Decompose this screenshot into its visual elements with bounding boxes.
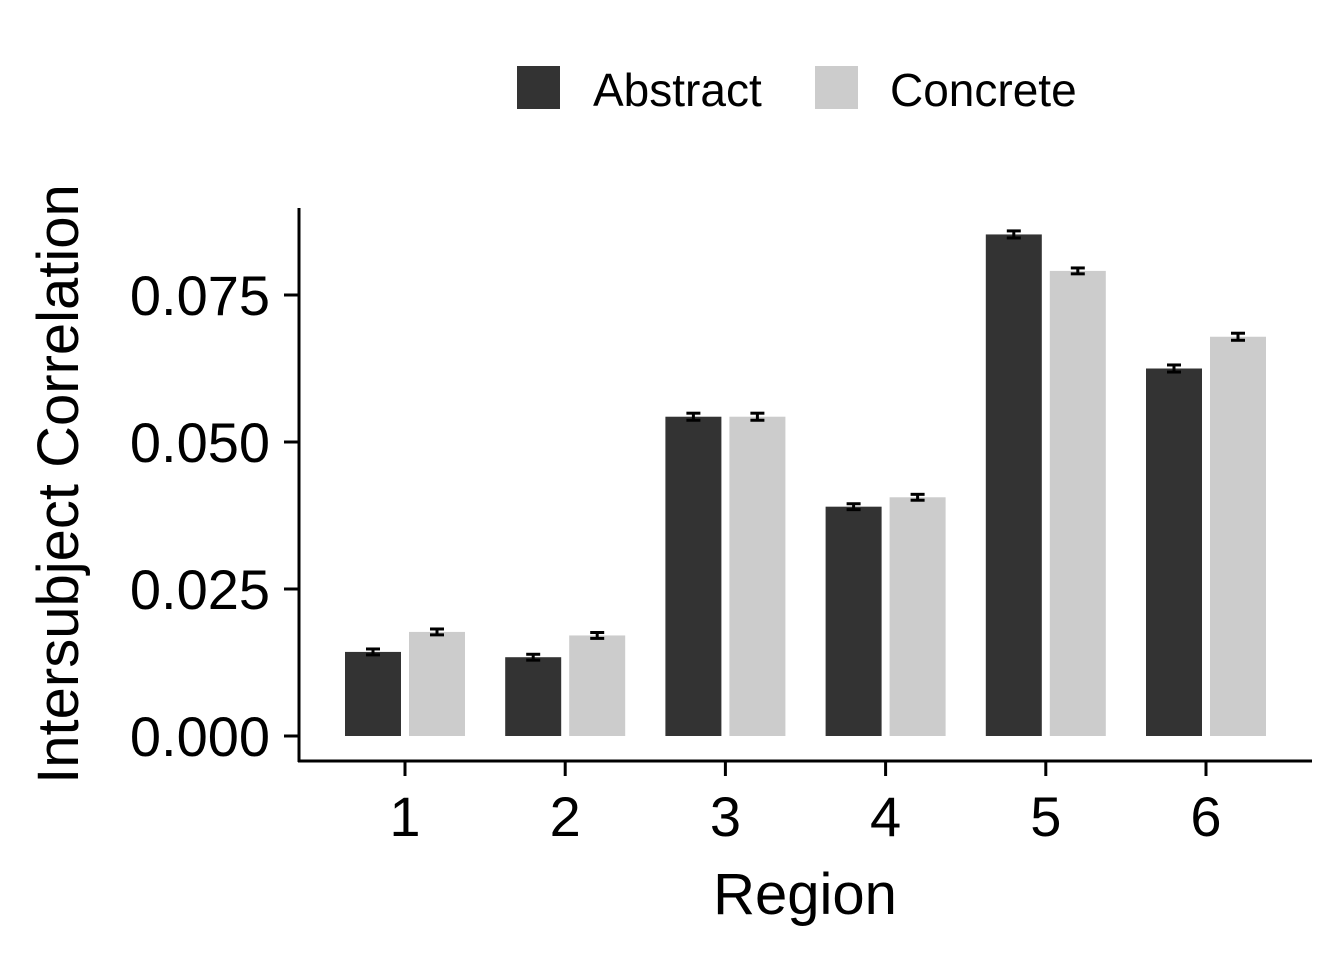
error-bar-concrete-region-1: [430, 627, 444, 637]
bar-abstract-region-1: [345, 651, 401, 736]
x-tick-label: 2: [550, 785, 581, 848]
bar-abstract-region-4: [825, 506, 882, 736]
bar-concrete-region-6: [1210, 336, 1266, 736]
legend-label-concrete: Concrete: [890, 64, 1077, 116]
legend-swatch-concrete: [815, 66, 858, 109]
bar-abstract-region-2: [505, 657, 562, 736]
error-bar-abstract-region-2: [526, 652, 541, 662]
error-bar-concrete-region-4: [910, 492, 925, 502]
bar-concrete-region-4: [889, 497, 946, 736]
bar-concrete-region-2: [569, 635, 626, 736]
error-bar-abstract-region-1: [366, 647, 380, 657]
y-tick-label: 0.050: [130, 411, 270, 474]
error-bar-concrete-region-5: [1070, 266, 1085, 276]
error-bar-abstract-region-4: [846, 502, 861, 512]
error-bar-concrete-region-6: [1231, 331, 1245, 342]
bar-abstract-region-6: [1146, 368, 1202, 736]
x-tick-label: 4: [870, 785, 901, 848]
plot-area: [345, 229, 1266, 736]
bar-concrete-region-5: [1049, 270, 1106, 736]
legend-label-abstract: Abstract: [593, 64, 762, 116]
bar-abstract-region-5: [985, 234, 1042, 736]
x-tick-label: 5: [1030, 785, 1061, 848]
legend-swatch-abstract: [517, 66, 560, 109]
x-tick-label: 6: [1190, 785, 1221, 848]
y-tick-label: 0.075: [130, 264, 270, 327]
error-bar-abstract-region-3: [686, 411, 701, 422]
error-bar-concrete-region-3: [750, 411, 765, 422]
x-tick-label: 3: [710, 785, 741, 848]
error-bar-abstract-region-6: [1167, 363, 1181, 374]
y-tick-label: 0.000: [130, 705, 270, 768]
y-axis-title: Intersubject Correlation: [26, 184, 91, 784]
error-bar-concrete-region-2: [590, 631, 605, 640]
y-axis-ticks: 0.000 0.025 0.050 0.075: [130, 264, 299, 768]
x-axis-ticks: 1 2 3 4 5 6: [389, 761, 1222, 848]
error-bar-abstract-region-5: [1006, 229, 1021, 240]
bar-abstract-region-3: [665, 416, 722, 736]
legend: Abstract Concrete: [517, 64, 1077, 116]
x-tick-label: 1: [389, 785, 420, 848]
y-tick-label: 0.025: [130, 558, 270, 621]
bar-concrete-region-3: [729, 416, 786, 736]
x-axis-title: Region: [713, 862, 897, 927]
bar-concrete-region-1: [409, 631, 465, 736]
